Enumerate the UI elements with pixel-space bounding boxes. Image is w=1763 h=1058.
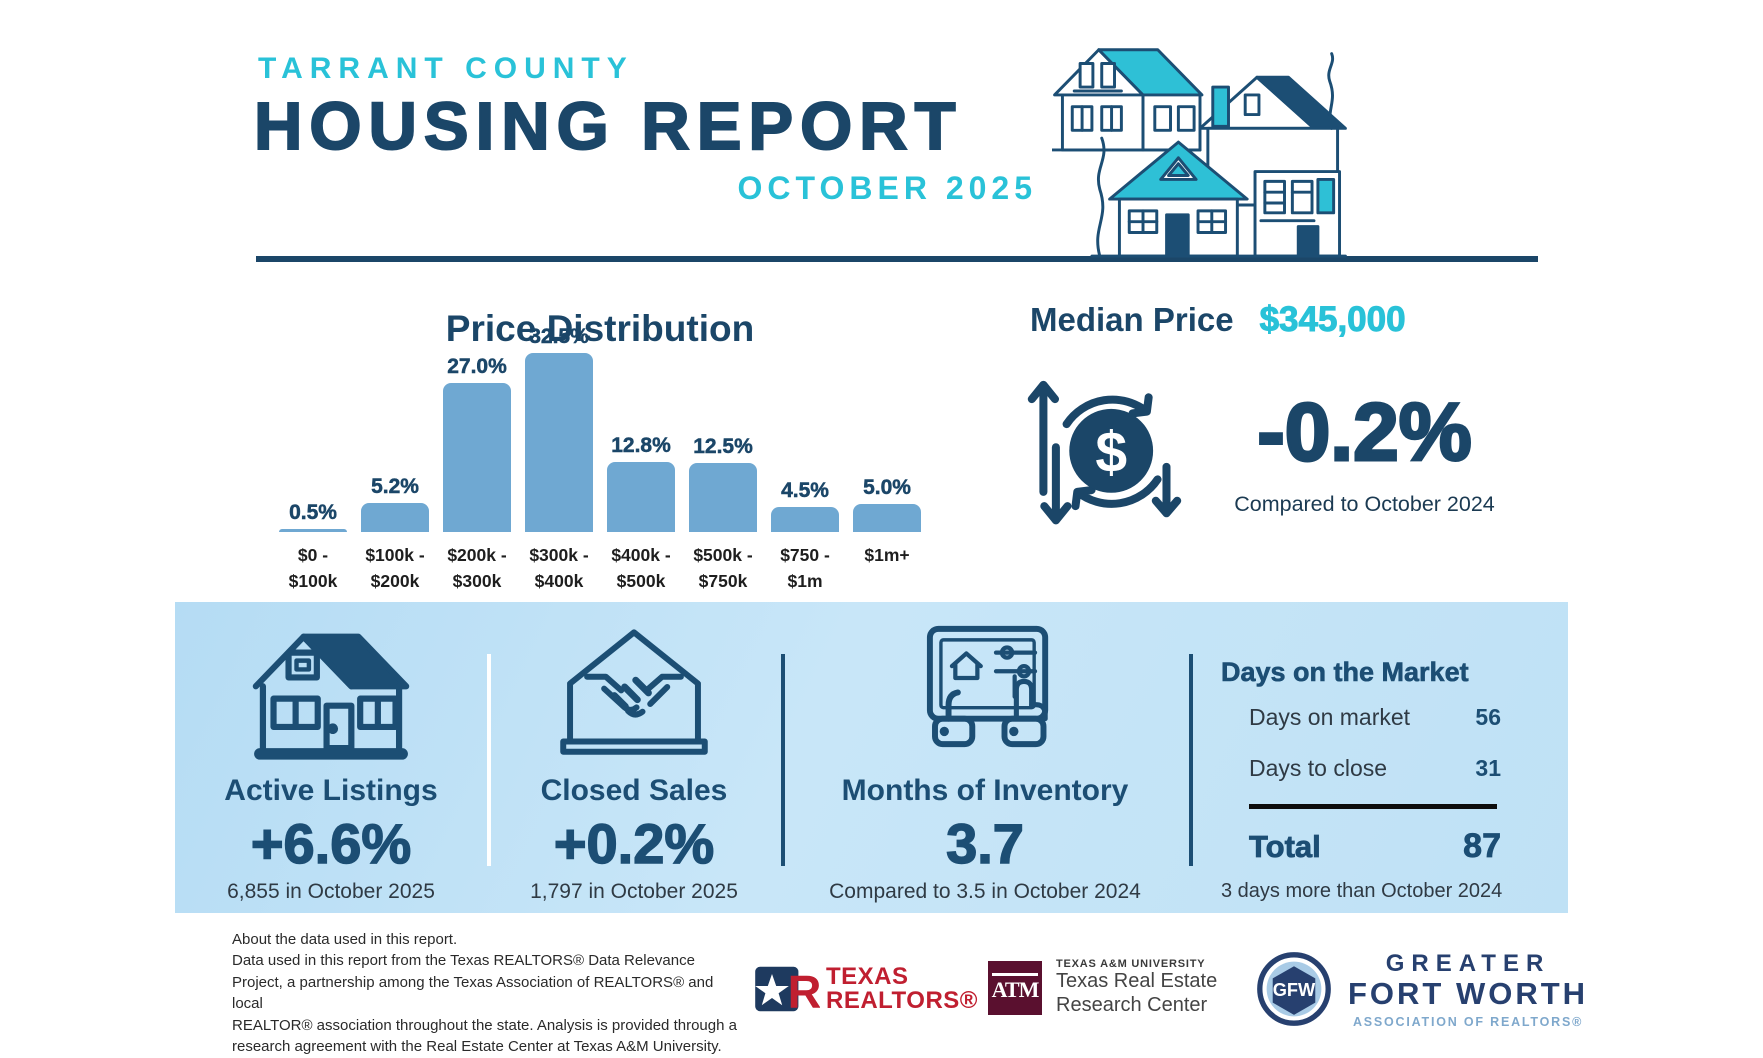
bar-group: 5.0% $1m+: [846, 324, 928, 594]
bar: [853, 504, 921, 532]
days-on-market-title: Days on the Market: [1221, 657, 1469, 688]
row-label: Days on market: [1249, 704, 1411, 730]
bar-group: 4.5% $750 - $1m: [764, 324, 846, 594]
bar-value-label: 5.2%: [371, 475, 419, 499]
header-divider: [256, 256, 1538, 262]
price-distribution-chart: 0.5% $0 - $100k 5.2% $100k - $200k 27.0% $200…: [272, 324, 928, 594]
days-on-market-row: Days on market 56: [1221, 704, 1501, 731]
bar-value-label: 4.5%: [781, 479, 829, 503]
stat-closed-sales: Closed Sales +0.2% 1,797 in October 2025: [487, 602, 781, 913]
about-the-data: About the data used in this report. Data…: [232, 929, 737, 1058]
handshake-house-icon: [553, 616, 715, 768]
bar: [607, 462, 675, 532]
total-label: Total: [1249, 829, 1322, 865]
median-comparison: Compared to October 2024: [1234, 492, 1495, 516]
bar-value-label: 12.8%: [611, 434, 671, 458]
tamu-center-line2: Research Center: [1056, 993, 1208, 1016]
dollar-cycle-icon: $: [1027, 380, 1182, 525]
svg-text:R: R: [788, 966, 820, 1016]
column-divider: [487, 654, 491, 866]
bar: [361, 503, 429, 532]
median-price-row: Median Price $345,000: [1030, 300, 1406, 340]
bar-value-label: 32.5%: [529, 325, 589, 349]
bar-value-label: 5.0%: [863, 476, 911, 500]
tamu-university-line: TEXAS A&M UNIVERSITY: [1056, 958, 1206, 970]
row-label: Days to close: [1249, 755, 1388, 781]
column-divider: [1189, 654, 1193, 866]
svg-text:GFW: GFW: [1273, 979, 1316, 1000]
bar-group: 0.5% $0 - $100k: [272, 324, 354, 594]
stat-caption: 1,797 in October 2025: [530, 880, 738, 903]
houses-illustration-icon: [1052, 48, 1347, 258]
total-value: 87: [1463, 827, 1502, 866]
bar-category-label: $1m+: [864, 545, 910, 565]
bar-category-label: $0 - $100k: [288, 545, 338, 591]
median-change-value: -0.2%: [1256, 386, 1473, 480]
days-on-market-panel: Days on the Market Days on market 56 Day…: [1189, 602, 1568, 903]
stat-caption: Compared to 3.5 in October 2024: [829, 880, 1141, 903]
gfw-line2: FORT WORTH: [1348, 976, 1589, 1011]
bar-category-label: $300k - $400k: [529, 545, 589, 591]
row-value: 56: [1475, 704, 1501, 730]
median-price-value: $345,000: [1259, 300, 1406, 340]
tamu-trerc-logo: ATM TEXAS A&M UNIVERSITY Texas Real Esta…: [988, 958, 1217, 1017]
texas-realtors-line2: REALTORS®: [826, 987, 978, 1014]
row-value: 31: [1475, 755, 1501, 781]
tamu-center-line1: Texas Real Estate: [1056, 970, 1218, 992]
total-row: Total 87: [1221, 827, 1502, 866]
bar-category-label: $750 - $1m: [780, 545, 830, 591]
texas-realtors-flag-icon: R: [755, 966, 820, 1016]
bar-group: 5.2% $100k - $200k: [354, 324, 436, 594]
bar: [279, 529, 347, 532]
bar-category-label: $400k - $500k: [611, 545, 671, 591]
days-on-market-caption: 3 days more than October 2024: [1221, 880, 1503, 902]
tablet-inventory-icon: [896, 616, 1074, 768]
stat-value: +0.2%: [553, 812, 715, 875]
stat-value: 3.7: [945, 812, 1024, 875]
bar: [443, 383, 511, 532]
bar-value-label: 12.5%: [693, 435, 753, 459]
bar-value-label: 27.0%: [447, 355, 507, 379]
total-divider: [1249, 804, 1497, 809]
stat-title: Closed Sales: [540, 774, 728, 807]
texas-realtors-logo: R TEXAS REALTORS®: [754, 962, 978, 1016]
svg-text:$: $: [1095, 420, 1127, 484]
bar-category-label: $100k - $200k: [365, 545, 425, 591]
greater-fort-worth-logo: GFW GREATER FORT WORTH ASSOCIATION OF RE…: [1256, 950, 1588, 1029]
stat-title: Months of Inventory: [841, 774, 1129, 807]
bar: [771, 507, 839, 532]
house-icon: [247, 616, 415, 768]
stat-value: +6.6%: [250, 812, 412, 875]
days-to-close-row: Days to close 31: [1221, 755, 1501, 782]
bar: [689, 463, 757, 532]
bar-category-label: $200k - $300k: [447, 545, 507, 591]
stat-caption: 6,855 in October 2025: [227, 880, 435, 903]
bar-value-label: 0.5%: [289, 501, 337, 525]
bar-category-label: $500k - $750k: [693, 545, 753, 591]
county-eyebrow: TARRANT COUNTY: [258, 52, 634, 85]
bar-group: 32.5% $300k - $400k: [518, 324, 600, 594]
median-price-label: Median Price: [1030, 301, 1234, 338]
chart-title: Price Distribution: [445, 308, 755, 349]
stats-band: Active Listings +6.6% 6,855 in October 2…: [175, 602, 1568, 913]
gfw-badge-icon: GFW: [1257, 952, 1331, 1027]
stat-active-listings: Active Listings +6.6% 6,855 in October 2…: [175, 602, 487, 913]
about-body: Data used in this report from the Texas …: [232, 952, 737, 1056]
texas-realtors-line1: TEXAS: [826, 963, 909, 991]
tamu-monogram-icon: ATM: [988, 960, 1042, 1015]
bar: [525, 353, 593, 532]
bar-group: 12.8% $400k - $500k: [600, 324, 682, 594]
bar-group: 12.5% $500k - $750k: [682, 324, 764, 594]
bar-group: 27.0% $200k - $300k: [436, 324, 518, 594]
about-title: About the data used in this report.: [232, 931, 458, 948]
gfw-line1: GREATER: [1385, 950, 1551, 977]
report-month: OCTOBER 2025: [737, 170, 1037, 206]
gfw-line3: ASSOCIATION OF REALTORS®: [1352, 1014, 1584, 1029]
stat-months-of-inventory: Months of Inventory 3.7 Compared to 3.5 …: [781, 602, 1189, 913]
stat-title: Active Listings: [224, 774, 438, 807]
column-divider: [781, 654, 785, 866]
report-title: HOUSING REPORT: [253, 88, 963, 165]
